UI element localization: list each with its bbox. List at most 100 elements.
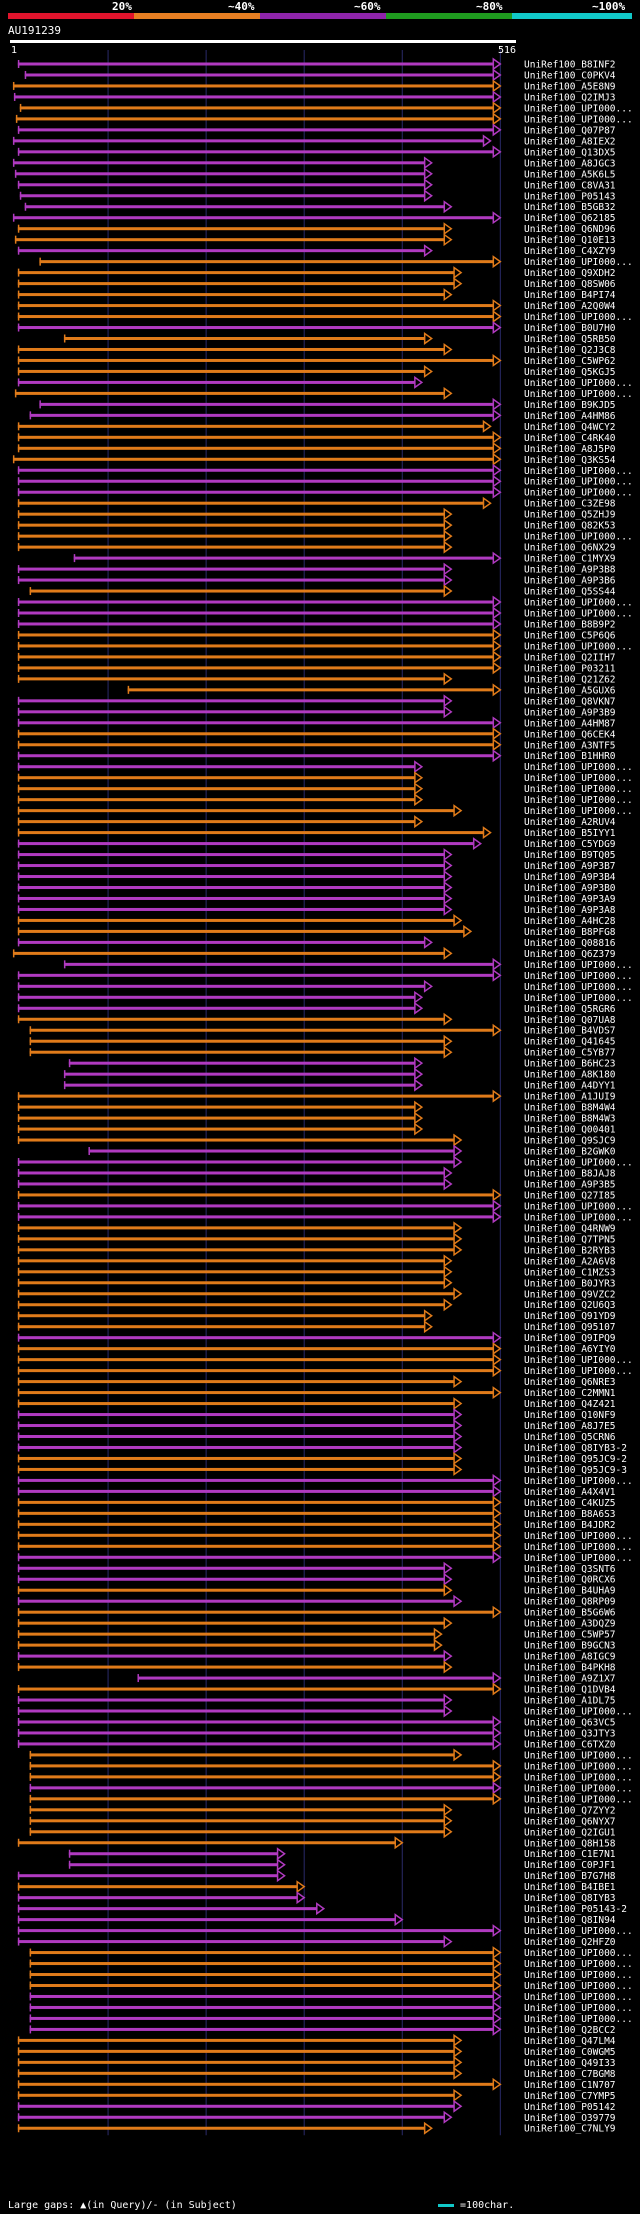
hit-bar[interactable] <box>17 765 416 769</box>
hit-row[interactable]: UniRef100_B5G6W6 <box>17 1605 616 1619</box>
hit-bar[interactable] <box>63 337 426 340</box>
hit-row[interactable]: UniRef100_Q7TPN5 <box>17 1232 616 1246</box>
hit-bar[interactable] <box>17 369 426 373</box>
hit-row[interactable]: UniRef100_UPI000... <box>17 1528 633 1542</box>
hit-bar[interactable] <box>17 611 495 615</box>
hit-label[interactable]: UniRef100_A2RUV4 <box>524 817 616 828</box>
hit-row[interactable]: UniRef100_A2A6V8 <box>17 1254 616 1268</box>
hit-label[interactable]: UniRef100_A8JGC3 <box>524 158 616 169</box>
hit-row[interactable]: UniRef100_Q95107 <box>17 1320 616 1334</box>
hit-bar[interactable] <box>17 710 446 714</box>
hit-row[interactable]: UniRef100_UPI000... <box>29 2001 633 2014</box>
hit-bar[interactable] <box>24 73 495 77</box>
hit-label[interactable]: UniRef100_Q9VZC2 <box>524 1289 616 1300</box>
hit-row[interactable]: UniRef100_C0PJF1 <box>68 1858 616 1872</box>
hit-label[interactable]: UniRef100_UPI000... <box>524 982 633 993</box>
hit-bar[interactable] <box>17 600 495 604</box>
hit-row[interactable]: UniRef100_B7G7H8 <box>17 1869 616 1883</box>
hit-row[interactable]: UniRef100_UPI000... <box>19 101 633 115</box>
hit-label[interactable]: UniRef100_A9P3B6 <box>524 576 616 587</box>
hit-bar[interactable] <box>29 1951 495 1955</box>
hit-row[interactable]: UniRef100_C5YDG9 <box>17 837 616 851</box>
hit-label[interactable]: UniRef100_Q8IN94 <box>524 1915 616 1926</box>
hit-row[interactable]: UniRef100_UPI000... <box>17 485 633 499</box>
hit-row[interactable]: UniRef100_Q10NF9 <box>17 1408 616 1422</box>
hit-bar[interactable] <box>17 1731 495 1735</box>
hit-row[interactable]: UniRef100_B8B9P2 <box>17 617 616 631</box>
hit-row[interactable]: UniRef100_Q6NX29 <box>17 540 616 554</box>
hit-bar[interactable] <box>29 1786 495 1790</box>
hit-bar[interactable] <box>17 435 495 439</box>
hit-bar[interactable] <box>17 2038 456 2042</box>
hit-row[interactable]: UniRef100_Q6CEK4 <box>17 727 616 741</box>
hit-label[interactable]: UniRef100_O39779 <box>524 2113 616 2124</box>
hit-bar[interactable] <box>17 1116 416 1120</box>
hit-row[interactable]: UniRef100_Q7ZYY2 <box>29 1803 616 1817</box>
hit-row[interactable]: UniRef100_Q5RB50 <box>63 332 616 346</box>
hit-row[interactable]: UniRef100_Q00401 <box>17 1122 616 1136</box>
hit-bar[interactable] <box>17 1621 446 1625</box>
hit-bar[interactable] <box>17 2093 456 2097</box>
hit-row[interactable]: UniRef100_P05142 <box>17 2099 616 2113</box>
hit-bar[interactable] <box>17 1270 446 1274</box>
hit-label[interactable]: UniRef100_Q62185 <box>524 213 616 224</box>
hit-row[interactable]: UniRef100_UPI000... <box>17 968 633 982</box>
hit-row[interactable]: UniRef100_UPI000... <box>17 1353 633 1367</box>
hit-bar[interactable] <box>17 1698 446 1702</box>
hit-row[interactable]: UniRef100_A9P3B8 <box>17 562 616 576</box>
hit-bar[interactable] <box>17 1643 436 1647</box>
hit-label[interactable]: UniRef100_UPI000... <box>524 773 633 784</box>
hit-row[interactable]: UniRef100_A1DL75 <box>17 1693 616 1707</box>
hit-label[interactable]: UniRef100_Q8H158 <box>524 1838 616 1849</box>
hit-label[interactable]: UniRef100_Q49I33 <box>524 2058 616 2069</box>
hit-label[interactable]: UniRef100_C3ZE98 <box>524 499 616 510</box>
hit-bar[interactable] <box>17 1369 495 1373</box>
hit-row[interactable]: UniRef100_Q2J3C8 <box>17 343 616 356</box>
hit-row[interactable]: UniRef100_C0PKV4 <box>24 68 616 82</box>
hit-bar[interactable] <box>14 391 446 395</box>
hit-label[interactable]: UniRef100_UPI000... <box>524 1366 633 1377</box>
hit-label[interactable]: UniRef100_Q47LM4 <box>524 2036 616 2047</box>
hit-label[interactable]: UniRef100_C6TXZ0 <box>524 1739 616 1750</box>
hit-row[interactable]: UniRef100_UPI000... <box>17 782 633 796</box>
hit-label[interactable]: UniRef100_B4JDR2 <box>524 1520 616 1531</box>
hit-row[interactable]: UniRef100_UPI000... <box>29 2011 633 2025</box>
hit-row[interactable]: UniRef100_UPI000... <box>29 1792 633 1806</box>
hit-label[interactable]: UniRef100_Q8IYB3-2 <box>524 1443 627 1454</box>
hit-bar[interactable] <box>68 1852 279 1856</box>
hit-row[interactable]: UniRef100_UPI000... <box>29 1979 633 1993</box>
hit-bar[interactable] <box>17 2126 426 2130</box>
hit-label[interactable]: UniRef100_Q5RB50 <box>524 334 616 345</box>
hit-label[interactable]: UniRef100_B4PKH8 <box>524 1663 616 1674</box>
hit-label[interactable]: UniRef100_Q2IMJ3 <box>524 92 616 103</box>
hit-bar[interactable] <box>17 864 446 868</box>
hit-row[interactable]: UniRef100_A8K180 <box>63 1067 616 1081</box>
hit-row[interactable]: UniRef100_Q95JC9-2 <box>17 1452 627 1465</box>
hit-row[interactable]: UniRef100_Q6NRE3 <box>17 1375 616 1389</box>
hit-row[interactable]: UniRef100_Q9IPQ9 <box>17 1331 616 1345</box>
hit-label[interactable]: UniRef100_A5E8N9 <box>524 81 616 92</box>
hit-row[interactable]: UniRef100_Q4RNW9 <box>17 1221 616 1235</box>
hit-bar[interactable] <box>17 1599 456 1603</box>
hit-bar[interactable] <box>17 1456 456 1460</box>
hit-row[interactable]: UniRef100_B6HC23 <box>68 1056 616 1070</box>
hit-row[interactable]: UniRef100_C4RK40 <box>17 430 616 444</box>
hit-label[interactable]: UniRef100_C7NLY9 <box>524 2124 616 2135</box>
hit-row[interactable]: UniRef100_UPI000... <box>29 1990 633 2003</box>
hit-label[interactable]: UniRef100_A1DL75 <box>524 1696 616 1707</box>
hit-bar[interactable] <box>17 1127 416 1131</box>
hit-bar[interactable] <box>15 117 495 121</box>
hit-bar[interactable] <box>17 1918 397 1922</box>
hit-row[interactable]: UniRef100_P05143-2 <box>17 1902 627 1916</box>
hit-bar[interactable] <box>14 238 446 242</box>
hit-bar[interactable] <box>17 1555 495 1559</box>
hit-label[interactable]: UniRef100_C1N707 <box>524 2080 616 2091</box>
hit-bar[interactable] <box>29 1819 446 1823</box>
hit-label[interactable]: UniRef100_Q2BCC2 <box>524 2025 616 2036</box>
hit-bar[interactable] <box>17 896 446 900</box>
hit-bar[interactable] <box>17 1215 495 1219</box>
hit-label[interactable]: UniRef100_UPI000... <box>524 378 633 389</box>
hit-bar[interactable] <box>17 446 495 450</box>
hit-bar[interactable] <box>29 1753 456 1757</box>
hit-label[interactable]: UniRef100_A8K180 <box>524 1070 616 1081</box>
